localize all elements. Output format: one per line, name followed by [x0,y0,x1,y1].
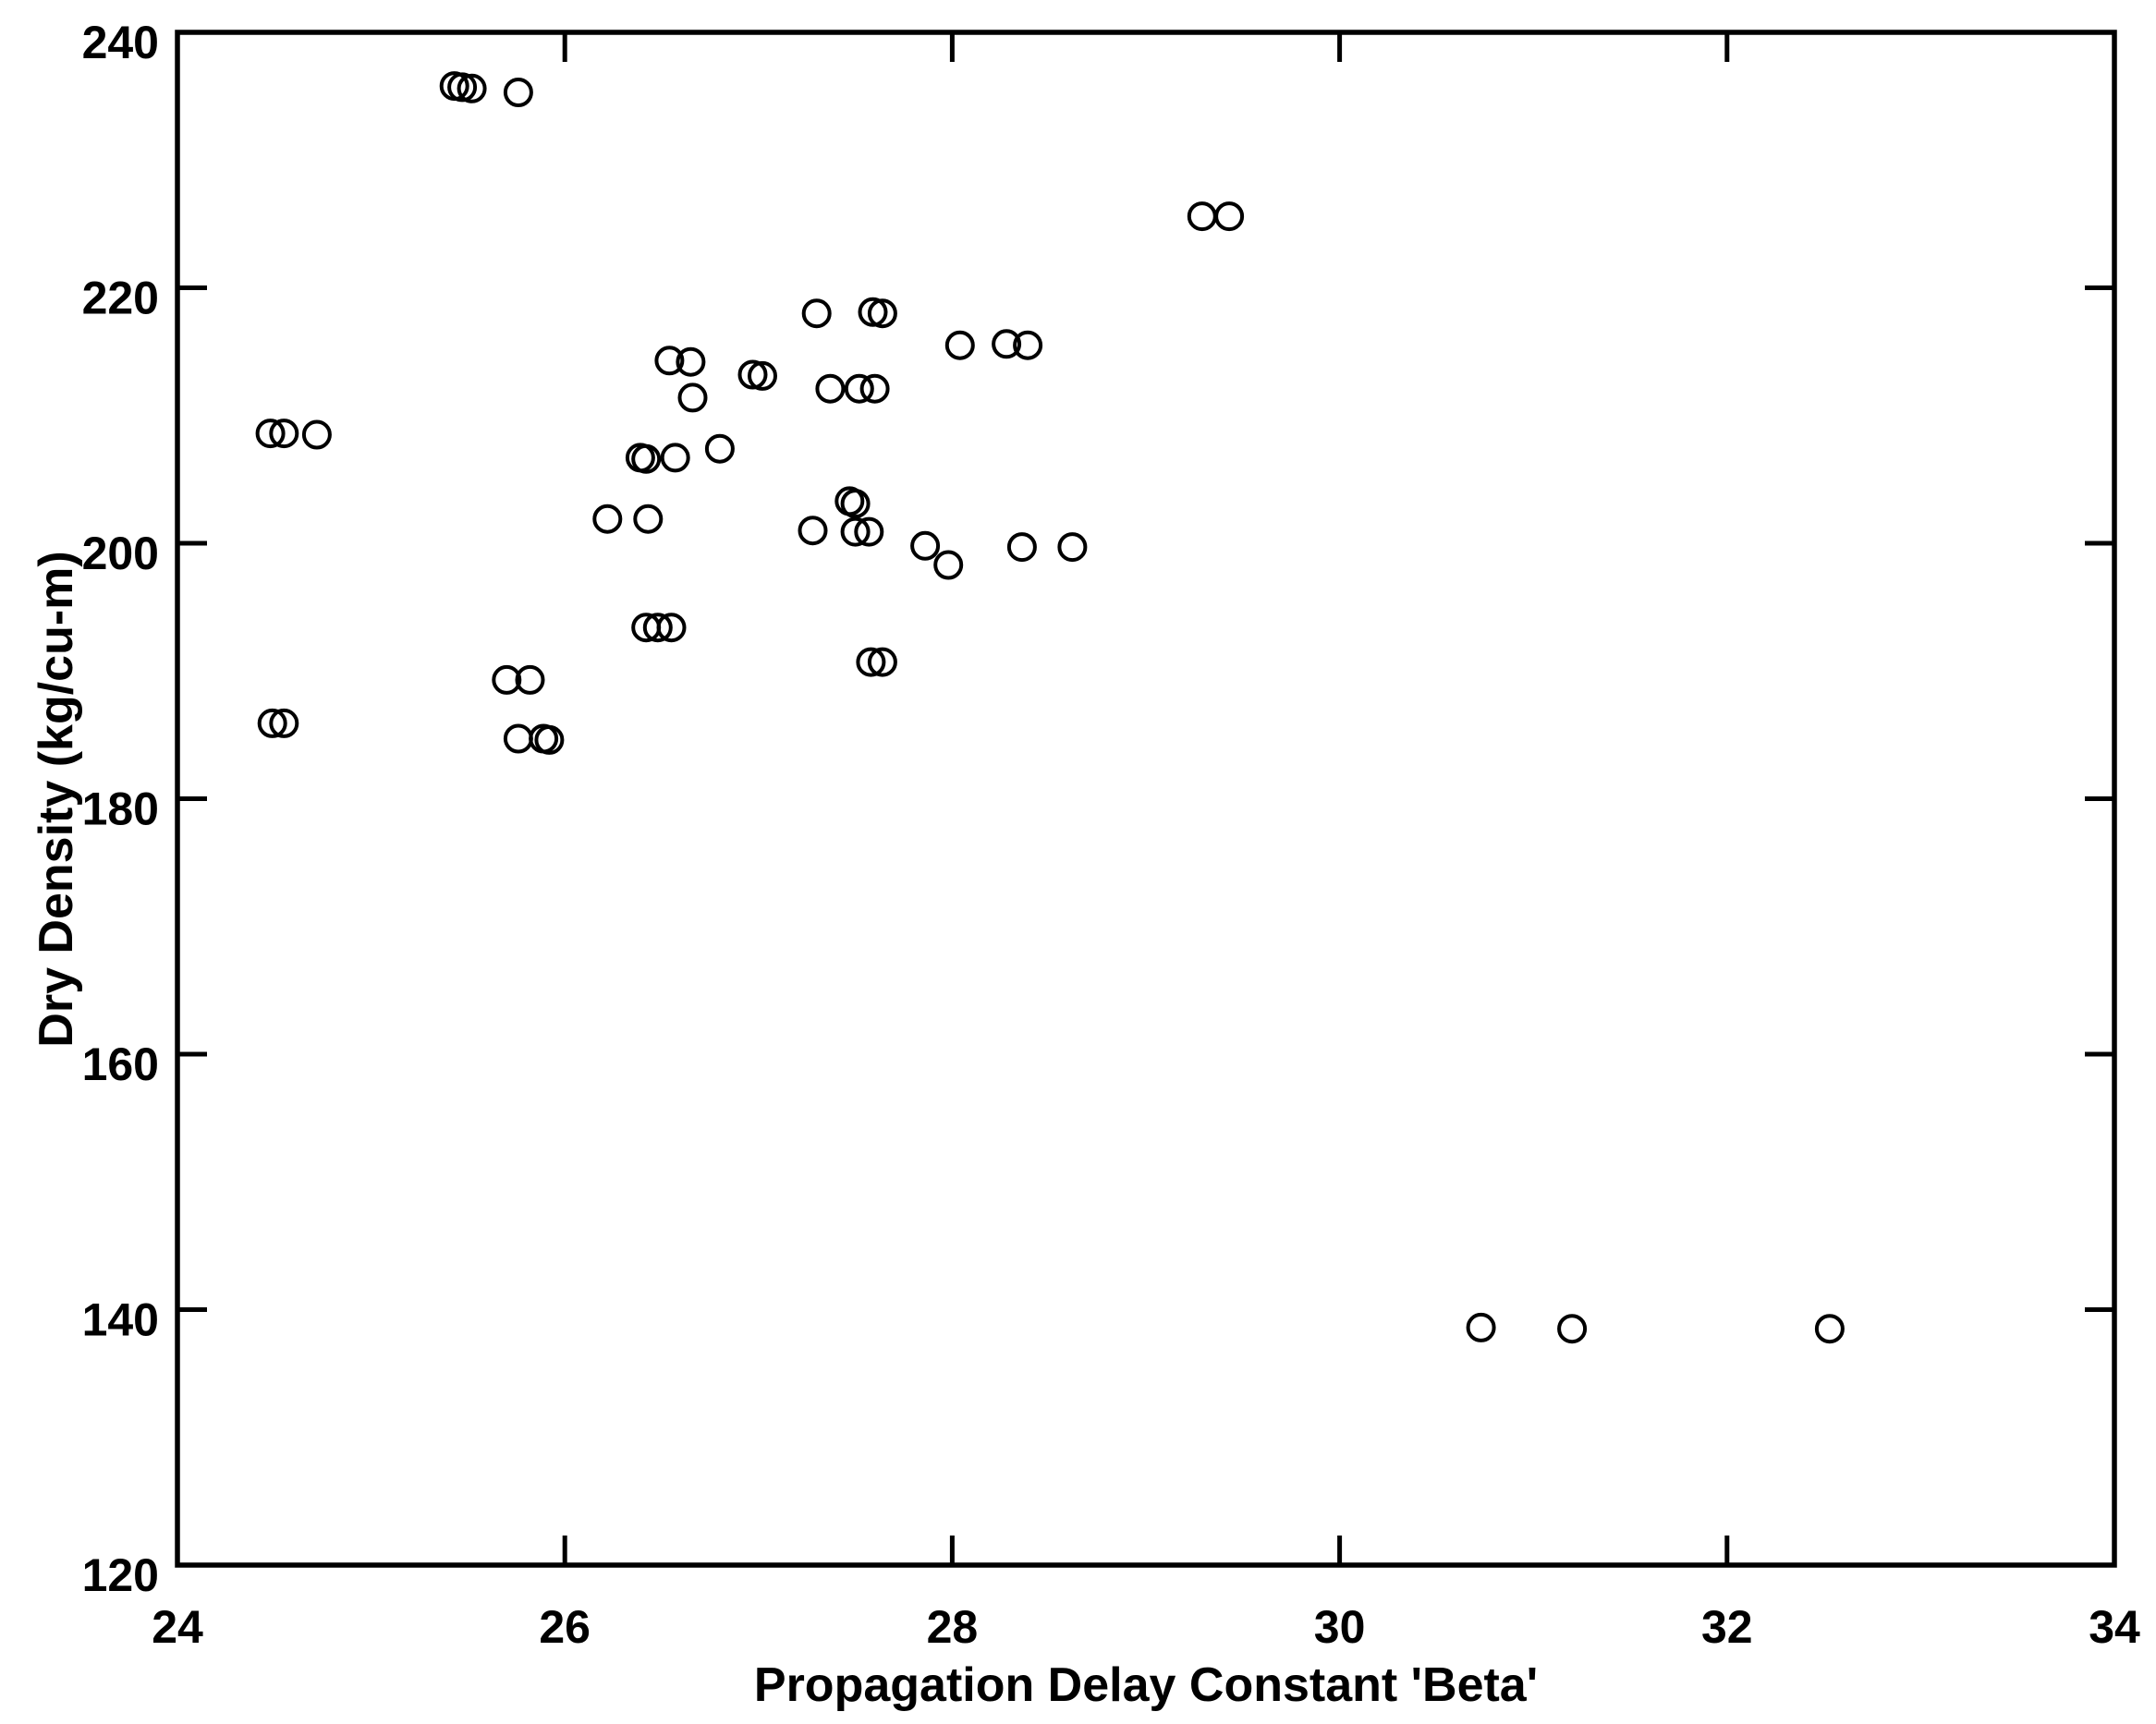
data-point [642,613,673,643]
data-point [858,297,888,327]
data-point [798,516,828,546]
data-point [1814,1314,1845,1344]
x-tick-label: 24 [152,1601,203,1653]
plot-border [175,30,2117,1568]
data-point [748,360,777,391]
data-point [844,373,874,404]
data-point [815,373,846,404]
y-tick-label: 200 [82,528,159,579]
data-point [840,489,871,519]
data-point [704,433,735,464]
y-tick-label: 140 [82,1294,159,1346]
data-point [269,708,299,738]
data-point [992,329,1022,359]
data-point [1013,330,1043,360]
data-point [1214,201,1245,232]
data-points [255,71,1845,1344]
data-point [856,647,886,677]
data-point [859,373,890,404]
data-point [257,708,287,738]
y-tick-label: 160 [82,1038,159,1090]
x-tick-label: 32 [1701,1601,1753,1653]
x-axis-title: Propagation Delay Constant 'Beta' [754,1658,1538,1712]
data-point [910,530,941,561]
y-tick-label: 120 [82,1549,159,1601]
data-point [867,298,897,329]
data-point [457,73,487,103]
data-point [1187,201,1217,232]
data-point [447,72,478,103]
data-point [301,419,332,450]
data-point [840,516,871,547]
data-point [933,550,964,580]
data-point [255,419,286,449]
y-tick-label: 240 [82,17,159,68]
data-point [660,443,690,473]
tick-labels: 24 26 28 30 32 34 120 140 160 180 200 220 240 [82,17,2140,1653]
data-point [515,664,545,695]
y-tick-label: 220 [82,273,159,324]
data-point [269,419,299,449]
x-tick-label: 34 [2089,1601,2140,1653]
data-point [801,298,832,329]
data-point [1006,532,1037,563]
x-tick-label: 26 [539,1601,591,1653]
data-point [677,382,708,413]
axis-ticks [175,30,2117,1568]
x-tick-label: 28 [927,1601,979,1653]
data-point [656,613,687,643]
data-point [503,723,533,754]
data-point [631,443,662,474]
data-point [867,647,897,677]
data-point [633,504,664,534]
x-tick-label: 30 [1314,1601,1366,1653]
data-point [534,724,565,755]
data-point [492,664,522,695]
data-point [503,78,533,107]
data-point [676,346,706,377]
data-point [592,504,623,534]
y-tick-label: 180 [82,783,159,835]
data-point [1557,1314,1588,1344]
data-point [944,330,975,360]
data-point [1466,1312,1496,1342]
data-point [1057,532,1088,563]
data-point [654,346,685,376]
data-point [737,359,768,390]
data-point [854,516,884,547]
y-axis-title: Dry Density (kg/cu-m) [30,551,83,1047]
